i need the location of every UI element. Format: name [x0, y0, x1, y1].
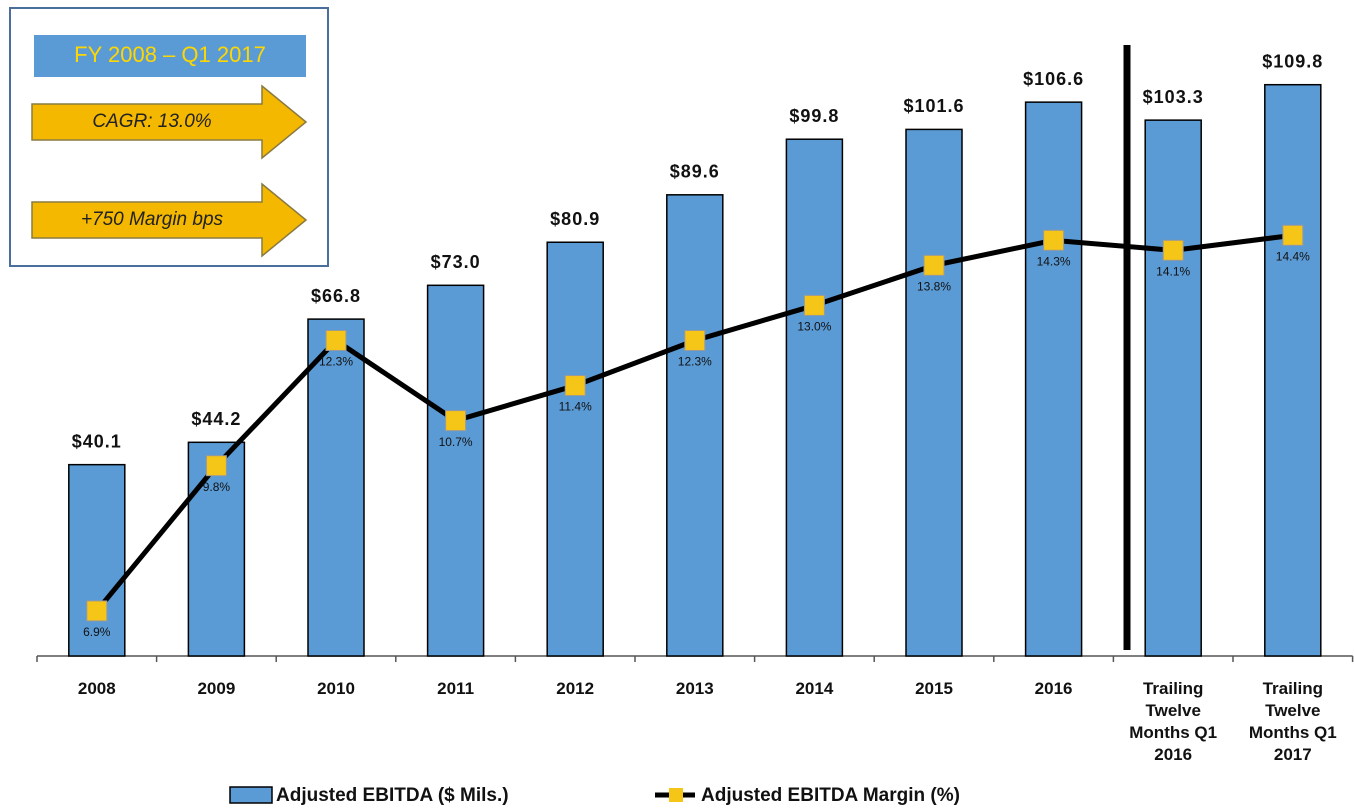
- x-tick-label: 2016: [1034, 679, 1073, 698]
- x-tick-label: 2015: [915, 679, 953, 698]
- point-label: 14.3%: [1037, 254, 1071, 268]
- x-tick-label: 2013: [675, 679, 714, 698]
- point-label: 14.4%: [1276, 249, 1310, 263]
- marker: [86, 600, 108, 622]
- bar: [307, 318, 365, 657]
- point-label: 12.3%: [319, 355, 353, 369]
- marker: [1162, 239, 1184, 261]
- bar-label: $73.0: [431, 252, 481, 272]
- point-label: 13.8%: [917, 280, 951, 294]
- legend-label: Adjusted EBITDA Margin (%): [701, 785, 960, 806]
- cagr-text: CAGR: 13.0%: [92, 111, 211, 132]
- legend-marker: [669, 788, 683, 802]
- bar: [187, 441, 246, 657]
- x-tick-label: Trailing Twelve Months Q1 2017: [1248, 679, 1337, 764]
- bar: [68, 463, 126, 657]
- bar: [666, 194, 724, 657]
- inset-box: FY 2008 – Q1 2017 CAGR: 13.0% +750 Margi…: [9, 7, 329, 267]
- bar-label: $101.6: [903, 96, 964, 116]
- bar-label: $80.9: [550, 209, 600, 229]
- marker: [803, 294, 825, 316]
- x-tick-label: Trailing Twelve Months Q1 2016: [1129, 679, 1218, 764]
- marker: [1043, 229, 1065, 251]
- bar: [426, 284, 485, 657]
- bar: [785, 138, 844, 657]
- marker: [923, 254, 945, 276]
- legend: Adjusted EBITDA ($ Mils.) Adjusted EBITDA…: [229, 785, 960, 806]
- arrow: [31, 84, 308, 160]
- point-label: 10.7%: [439, 435, 473, 449]
- point-label: 13.0%: [797, 320, 831, 334]
- bar-label: $106.6: [1023, 69, 1084, 89]
- bar: [1024, 101, 1083, 657]
- x-tick-label: 2011: [437, 679, 475, 698]
- point-label: 9.8%: [203, 480, 231, 494]
- bar-label: $103.3: [1143, 87, 1204, 107]
- bar: [1144, 119, 1202, 657]
- bar: [546, 241, 604, 657]
- margin-text: +750 Margin bps: [81, 209, 224, 230]
- point-label: 11.4%: [559, 400, 592, 414]
- x-tick-label: 2014: [795, 679, 834, 698]
- period-text: FY 2008 – Q1 2017: [74, 42, 266, 67]
- bar-label: $89.6: [670, 162, 720, 182]
- point-label: 6.9%: [83, 625, 111, 639]
- point-label: 14.1%: [1156, 265, 1190, 279]
- legend-label: Adjusted EBITDA ($ Mils.): [276, 785, 509, 806]
- marker: [325, 329, 347, 351]
- bar: [905, 128, 963, 657]
- x-tick-label: 2012: [556, 679, 595, 698]
- bar-label: $44.2: [191, 409, 241, 429]
- marker: [445, 410, 467, 432]
- bar: [1264, 83, 1322, 657]
- x-tick-label: 2010: [317, 679, 355, 698]
- period-banner: [34, 35, 306, 77]
- arrow: [31, 182, 308, 258]
- marker: [1282, 224, 1304, 246]
- marker: [684, 329, 706, 351]
- marker: [205, 455, 227, 477]
- x-tick-label: 2009: [197, 679, 236, 698]
- x-tick-label: 2008: [77, 679, 116, 698]
- bar-label: $66.8: [311, 286, 361, 306]
- bar-label: $99.8: [789, 106, 839, 126]
- legend-swatch: [229, 786, 273, 804]
- bar-label: $40.1: [72, 431, 122, 451]
- bar-label: $109.8: [1262, 51, 1323, 71]
- marker: [564, 375, 586, 397]
- point-label: 12.3%: [678, 355, 712, 369]
